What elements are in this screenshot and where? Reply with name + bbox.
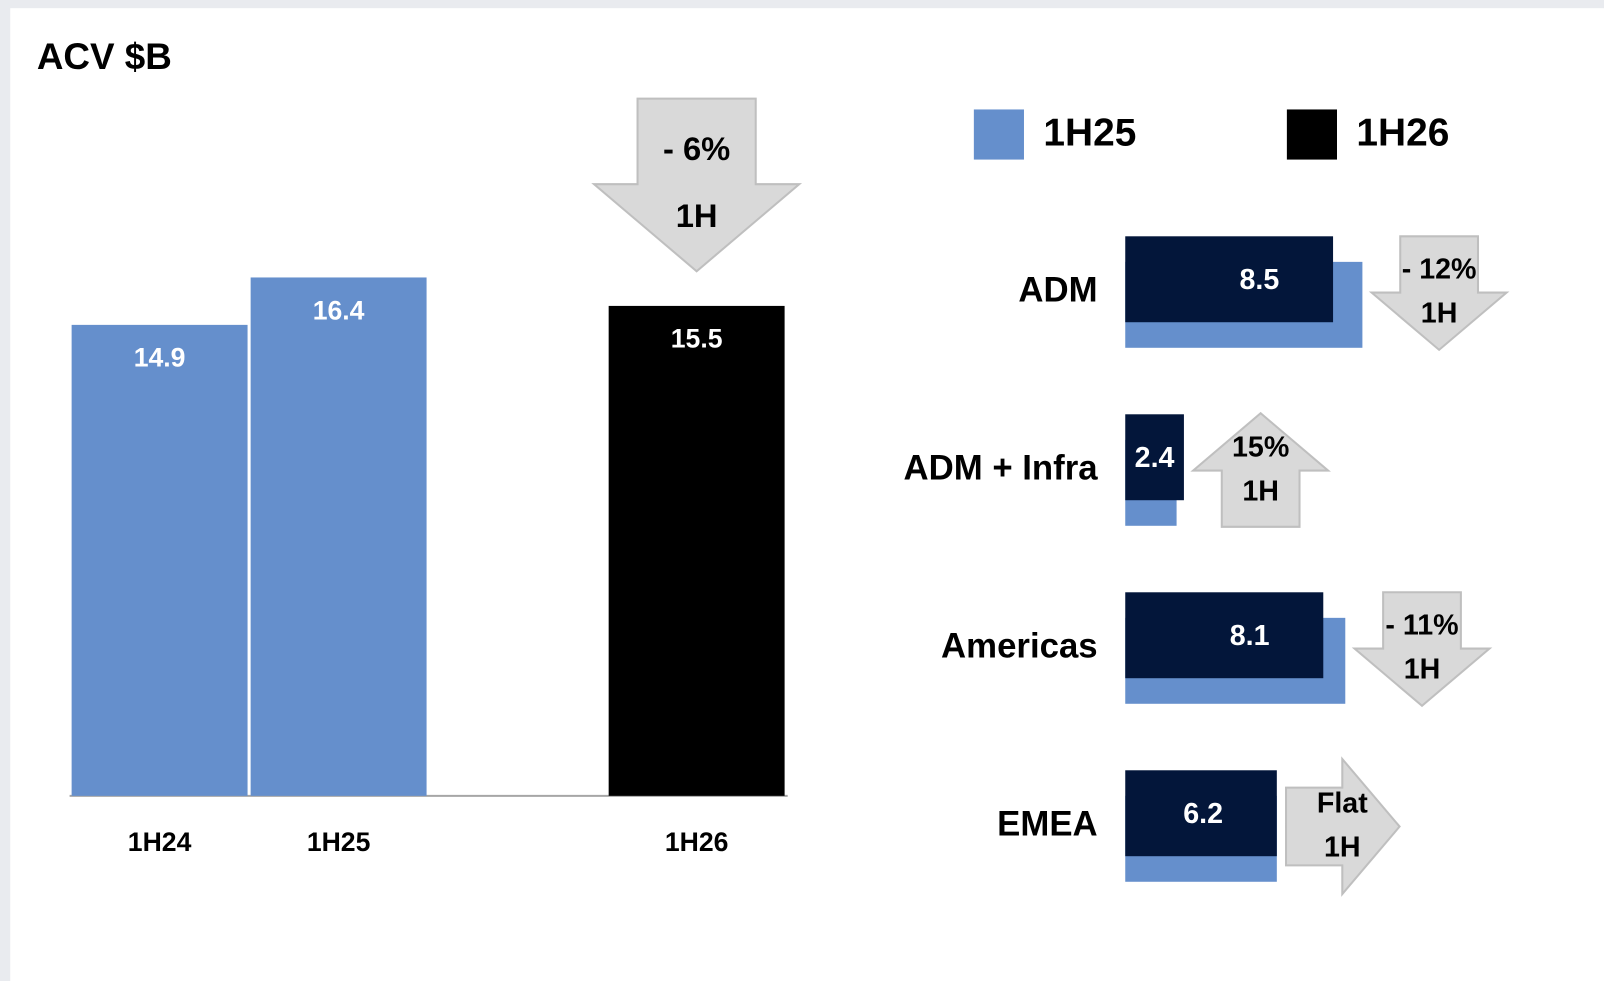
value-label: 8.5 [1240, 264, 1280, 296]
y-tick-label: ADM [1018, 272, 1097, 310]
chart-title: ACV $B [37, 36, 172, 77]
x-tick-label: 1H24 [128, 827, 192, 857]
change-arrow [1368, 235, 1510, 352]
y-tick-label: EMEA [997, 806, 1097, 844]
change-label: - 11% [1385, 610, 1458, 642]
change-period: 1H [1324, 832, 1361, 864]
value-label: 16.4 [313, 295, 365, 325]
legend-label: 1H26 [1356, 111, 1449, 154]
value-label: 14.9 [134, 343, 186, 373]
bar [1125, 592, 1324, 679]
change-period: 1H [676, 197, 718, 234]
change-arrow [591, 97, 803, 273]
value-label: 8.1 [1230, 620, 1270, 652]
bar [608, 305, 785, 796]
bar [1125, 414, 1184, 501]
bar [1125, 236, 1334, 323]
change-label: - 6% [663, 130, 730, 167]
y-tick-label: Americas [941, 628, 1098, 666]
y-tick-label: ADM + Infra [903, 450, 1098, 488]
change-label: Flat [1317, 788, 1368, 820]
change-arrow [1285, 756, 1401, 897]
change-period: 1H [1242, 476, 1279, 508]
change-label: 15% [1232, 432, 1289, 464]
change-label: - 12% [1402, 254, 1477, 286]
legend-label: 1H25 [1043, 111, 1136, 154]
value-label: 2.4 [1135, 442, 1175, 474]
change-arrow [1190, 411, 1331, 528]
bar [1125, 770, 1277, 857]
value-label: 6.2 [1183, 798, 1223, 830]
change-period: 1H [1404, 654, 1441, 686]
bar [71, 324, 248, 796]
x-tick-label: 1H25 [307, 827, 371, 857]
bar [250, 277, 427, 796]
legend-swatch [973, 109, 1024, 160]
legend-swatch [1286, 109, 1337, 160]
x-tick-label: 1H26 [665, 827, 729, 857]
value-label: 15.5 [671, 324, 723, 354]
change-arrow [1351, 591, 1493, 708]
change-period: 1H [1421, 298, 1458, 330]
